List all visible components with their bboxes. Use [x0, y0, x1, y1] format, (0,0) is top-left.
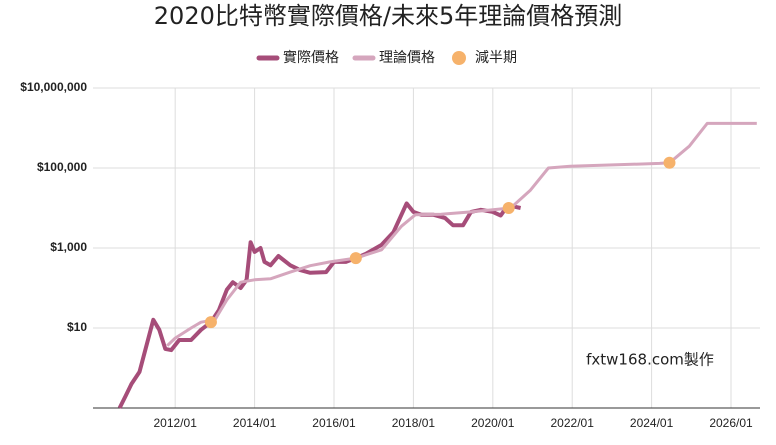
legend-label: 理論價格 — [379, 49, 435, 66]
x-tick-label: 2022/01 — [551, 416, 595, 430]
legend-label: 實際價格 — [283, 49, 339, 66]
x-tick-label: 2024/01 — [630, 416, 674, 430]
x-tick-label: 2014/01 — [233, 416, 277, 430]
chart-title: 2020比特幣實際價格/未來5年理論價格預測 — [154, 2, 622, 30]
halving-point — [349, 252, 362, 265]
y-tick-label: $1,000 — [50, 240, 87, 254]
y-tick-label: $10,000,000 — [20, 80, 87, 94]
x-tick-label: 2018/01 — [392, 416, 436, 430]
y-tick-label: $100,000 — [37, 160, 87, 174]
legend-swatch — [452, 51, 466, 65]
x-tick-label: 2012/01 — [153, 416, 197, 430]
y-tick-label: $10 — [67, 320, 87, 334]
legend: 實際價格 理論價格 減半期 — [256, 49, 517, 66]
price-line — [166, 121, 757, 347]
halving-point — [663, 156, 676, 169]
legend-label: 減半期 — [475, 49, 517, 66]
x-tick-label: 2020/01 — [471, 416, 515, 430]
halving-point — [502, 202, 515, 214]
x-tick-label: 2016/01 — [312, 416, 356, 430]
x-tick-label: 2026/01 — [709, 416, 753, 430]
price-line — [117, 201, 522, 409]
halving-point — [204, 316, 217, 329]
annotation: fxtw168.com製作 — [586, 351, 714, 369]
